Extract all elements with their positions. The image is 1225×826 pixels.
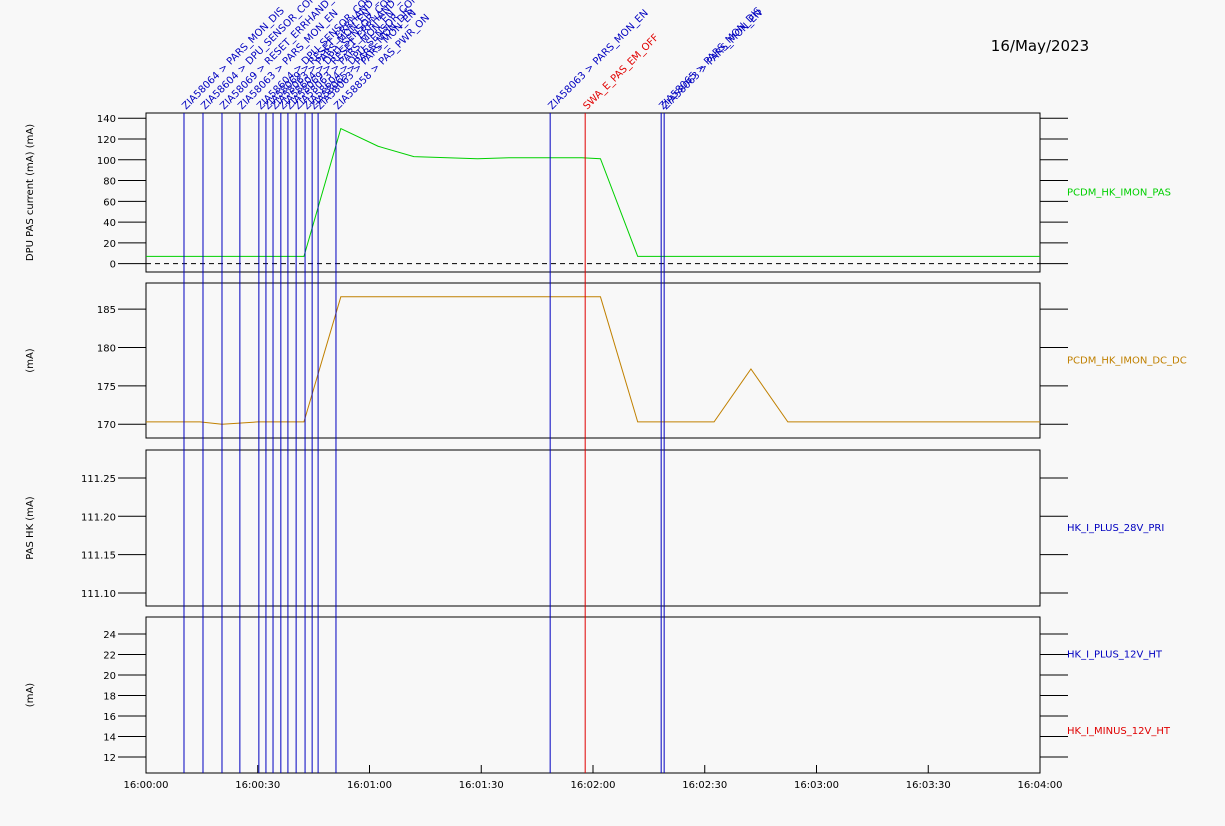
x-tick-label: 16:03:00 — [794, 780, 839, 791]
y-tick-label: 22 — [103, 651, 116, 662]
y-tick-label: 185 — [97, 305, 116, 316]
y-tick-label: 111.15 — [81, 551, 116, 562]
x-tick-label: 16:01:00 — [347, 780, 392, 791]
y-tick-label: 20 — [103, 671, 116, 682]
x-tick-label: 16:00:00 — [124, 780, 169, 791]
x-tick-label: 16:03:30 — [906, 780, 951, 791]
panel-frame — [145, 449, 1041, 607]
series-line — [146, 127, 1040, 257]
y-tick-label: 40 — [103, 218, 116, 229]
y-tick-label: 170 — [97, 420, 116, 431]
y-tick-label: 111.10 — [81, 589, 116, 600]
legend-label: HK_I_PLUS_12V_HT — [1067, 650, 1163, 661]
y-tick-label: 12 — [103, 753, 116, 764]
y-tick-label: 100 — [97, 156, 116, 167]
y-tick-label: 80 — [103, 177, 116, 188]
y-tick-label: 14 — [103, 733, 116, 744]
y-tick-label: 175 — [97, 382, 116, 393]
y-tick-label: 60 — [103, 197, 116, 208]
y-axis-label: DPU PAS current (mA) (mA) — [25, 124, 36, 261]
y-tick-label: 140 — [97, 114, 116, 125]
y-axis-label: (mA) — [25, 348, 36, 372]
y-tick-label: 24 — [103, 630, 116, 641]
y-tick-label: 20 — [103, 239, 116, 250]
y-axis-label: (mA) — [25, 683, 36, 707]
y-tick-label: 111.20 — [81, 512, 116, 523]
x-tick-label: 16:01:30 — [459, 780, 504, 791]
date: 16/May/2023 — [991, 37, 1089, 55]
y-tick-label: 180 — [97, 343, 116, 354]
y-tick-label: 16 — [103, 712, 116, 723]
y-tick-label: 18 — [103, 692, 116, 703]
x-tick-label: 16:02:30 — [682, 780, 727, 791]
legend-label: HK_I_MINUS_12V_HT — [1067, 726, 1171, 737]
legend-label: HK_I_PLUS_28V_PRI — [1067, 523, 1164, 534]
x-tick-label: 16:04:00 — [1018, 780, 1063, 791]
x-tick-label: 16:02:00 — [571, 780, 616, 791]
y-tick-label: 120 — [97, 135, 116, 146]
y-axis-label: PAS HK (mA) — [25, 496, 36, 559]
series-line — [146, 296, 1040, 425]
panel-frame — [145, 112, 1041, 273]
y-tick-label: 0 — [110, 260, 116, 271]
x-tick-label: 16:00:30 — [235, 780, 280, 791]
panel-frame — [145, 282, 1041, 439]
y-tick-label: 111.25 — [81, 474, 116, 485]
legend-label: PCDM_HK_IMON_DC_DC — [1067, 356, 1187, 367]
legend-label: PCDM_HK_IMON_PAS — [1067, 188, 1171, 199]
